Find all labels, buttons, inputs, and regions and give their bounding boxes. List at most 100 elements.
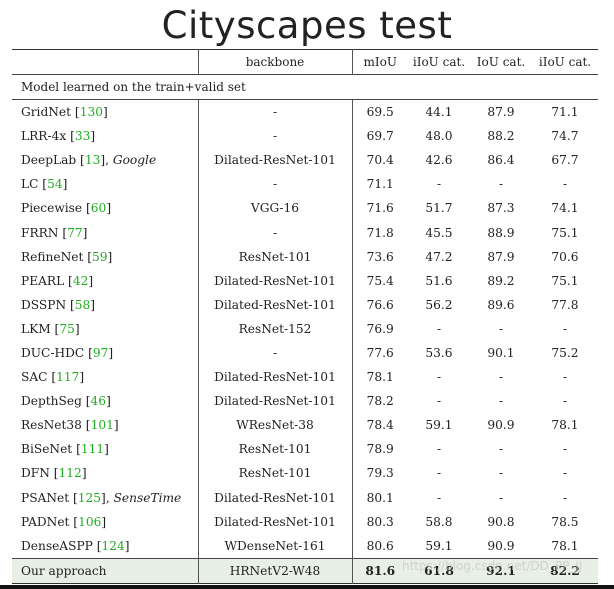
metric-cell: 51.7 <box>425 201 453 216</box>
header-method <box>12 50 198 75</box>
method-name: DenseASPP <box>21 538 93 553</box>
metric-cell: 78.2 <box>351 389 408 414</box>
metric-cell: 87.9 <box>487 249 515 264</box>
citation-ref: 33 <box>74 129 91 144</box>
backbone-cell: - <box>197 124 352 149</box>
metric-cell: - <box>562 321 568 336</box>
citation-ref: 54 <box>47 177 63 192</box>
metric-cell: 75.4 <box>351 268 408 293</box>
citation-ref: 13 <box>84 153 101 168</box>
backbone-cell: - <box>197 340 352 366</box>
backbone-cell: Dilated-ResNet-101 <box>197 148 352 173</box>
metric-cell: 78.1 <box>351 365 408 390</box>
section-row: Model learned on the train+valid set <box>12 74 598 100</box>
results-table-container: backbone mIoU iIoU cat. IoU cat. iIoU ca… <box>12 49 598 584</box>
metric-cell: 61.8 <box>424 563 454 578</box>
method-cell: DenseASPP [124] <box>21 538 130 553</box>
metric-cell: - <box>436 442 442 457</box>
metric-cell: 47.2 <box>425 249 453 264</box>
metric-cell: 77.6 <box>351 340 408 366</box>
bottom-border <box>0 585 614 589</box>
method-name: PADNet <box>21 514 70 529</box>
metric-cell: - <box>562 466 568 481</box>
metric-cell: 92.1 <box>486 563 516 578</box>
citation-ref: 77 <box>67 225 83 240</box>
citation-ref: 124 <box>101 538 125 553</box>
metric-cell: 44.1 <box>425 105 453 120</box>
metric-cell: 89.6 <box>487 297 515 312</box>
metric-cell: - <box>498 177 504 192</box>
method-name: LKM <box>21 321 51 336</box>
table-row: DeepLab [13], Google Dilated-ResNet-101 70… <box>12 148 598 173</box>
table-row: DUC-HDC [97] -77.6 53.6 90.1 75.2 <box>12 340 598 366</box>
metric-cell: 87.9 <box>487 105 515 120</box>
backbone-cell: Dilated-ResNet-101 <box>197 292 352 317</box>
metric-cell: - <box>562 490 568 505</box>
metric-cell: 69.7 <box>351 124 408 149</box>
method-cell: PADNet [106] <box>21 514 107 529</box>
metric-cell: 69.5 <box>351 99 408 125</box>
method-name: LRR-4x <box>21 129 67 144</box>
metric-cell: - <box>436 490 442 505</box>
metric-cell: 78.5 <box>551 514 579 529</box>
backbone-cell: HRNetV2-W48 <box>197 558 352 584</box>
method-cell: DepthSeg [46] <box>21 394 111 409</box>
citation-ref: 42 <box>72 273 89 288</box>
metric-cell: 70.4 <box>351 148 408 173</box>
metric-cell: 77.8 <box>551 297 579 312</box>
metric-cell: 80.1 <box>351 485 408 510</box>
metric-cell: - <box>562 394 568 409</box>
backbone-cell: Dilated-ResNet-101 <box>197 365 352 390</box>
backbone-cell: ResNet-152 <box>197 316 352 341</box>
metric-cell: - <box>498 490 504 505</box>
metric-cell: 71.1 <box>551 105 579 120</box>
metric-cell: 78.1 <box>551 418 579 433</box>
metric-cell: 67.7 <box>551 153 579 168</box>
table-row: DenseASPP [124] WDenseNet-161 80.6 59.1 90.9… <box>12 533 598 559</box>
method-cell: PSANet [125], SenseTime <box>21 490 182 505</box>
metric-cell: - <box>498 370 504 385</box>
metric-cell: 90.9 <box>487 418 515 433</box>
backbone-cell: ResNet-101 <box>197 461 352 486</box>
backbone-cell: Dilated-ResNet-101 <box>197 485 352 510</box>
method-cell: PEARL [42] <box>21 273 94 288</box>
metric-cell: 59.1 <box>425 418 453 433</box>
metric-cell: 82.2 <box>550 563 580 578</box>
citation-ref: 101 <box>90 418 114 433</box>
method-cell: Piecewise [60] <box>21 201 112 216</box>
backbone-cell: ResNet-101 <box>197 244 352 269</box>
backbone-cell: VGG-16 <box>197 196 352 221</box>
citation-ref: 125 <box>77 490 102 505</box>
metric-cell: 87.3 <box>487 201 515 216</box>
metric-cell: - <box>436 466 442 481</box>
backbone-cell: Dilated-ResNet-101 <box>197 389 352 414</box>
method-name: DUC-HDC <box>21 345 85 360</box>
header-miou: mIoU <box>351 49 408 75</box>
table-row: FRRN [77] -71.8 45.5 88.9 75.1 <box>12 220 598 245</box>
table-title: Cityscapes test <box>161 4 453 47</box>
backbone-cell: WResNet-38 <box>197 413 352 438</box>
method-cell: BiSeNet [111] <box>21 442 109 457</box>
metric-cell: 78.9 <box>351 437 408 462</box>
metric-cell: 80.3 <box>351 509 408 534</box>
metric-cell: 59.1 <box>425 538 453 553</box>
method-name: GridNet <box>21 105 72 120</box>
backbone-cell: - <box>197 99 352 125</box>
table-row: Piecewise [60] VGG-16 71.6 51.7 87.3 74.1 <box>12 196 598 221</box>
metric-cell: 81.6 <box>351 558 408 584</box>
metric-cell: 80.6 <box>351 533 408 559</box>
header-iiou-cat-2: iIoU cat. <box>538 55 592 69</box>
table-row: LC [54] -71.1- - - <box>12 172 598 197</box>
metric-cell: 74.1 <box>551 201 579 216</box>
metric-cell: 71.1 <box>351 172 408 197</box>
method-name: PSANet <box>21 490 70 505</box>
citation-ref: 75 <box>59 321 75 336</box>
table-row: SAC [117] Dilated-ResNet-101 78.1 - - - <box>12 365 598 390</box>
method-cell: RefineNet [59] <box>21 249 113 264</box>
metric-cell: 73.6 <box>351 244 408 269</box>
metric-cell: 53.6 <box>425 345 453 360</box>
metric-cell: - <box>436 370 442 385</box>
table-row: DSSPN [58] Dilated-ResNet-101 76.6 56.2 89.6… <box>12 292 598 317</box>
citation-ref: 59 <box>92 249 108 264</box>
table-row: DFN [112] ResNet-101 79.3 - - - <box>12 461 598 486</box>
